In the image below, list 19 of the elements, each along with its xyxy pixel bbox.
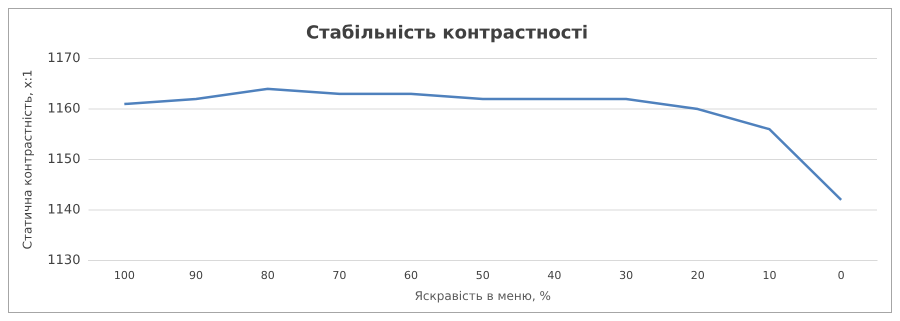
y-tick-label: 1170 (47, 50, 80, 66)
x-tick-label: 50 (476, 268, 490, 282)
y-axis-title: Статична контрастність, x:1 (20, 70, 34, 250)
chart-title: Стабільність контрастності (306, 22, 588, 44)
x-tick-label: 40 (547, 268, 562, 282)
x-tick-label: 10 (762, 268, 776, 282)
x-tick-label: 60 (404, 268, 418, 282)
x-tick-label: 70 (332, 268, 346, 282)
x-tick-label: 100 (114, 268, 135, 282)
x-axis-title: Яскравість в меню, % (414, 288, 551, 303)
x-tick-label: 20 (690, 268, 705, 282)
y-tick-label: 1150 (47, 152, 80, 167)
x-tick-label: 30 (619, 268, 634, 282)
x-tick-label: 0 (838, 268, 845, 282)
x-tick-label: 90 (189, 268, 204, 282)
y-tick-label: 1160 (47, 101, 80, 116)
x-tick-label: 80 (260, 268, 275, 282)
y-tick-label: 1140 (47, 202, 80, 218)
y-tick-label: 1130 (47, 252, 80, 268)
